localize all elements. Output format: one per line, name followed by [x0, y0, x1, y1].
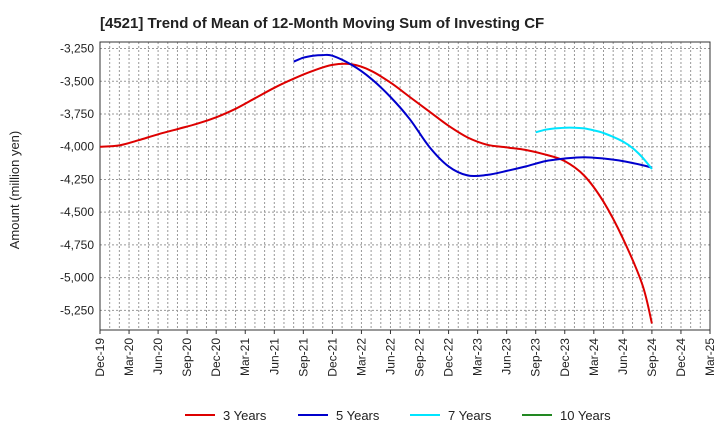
x-tick-label: Jun-20	[151, 338, 165, 375]
x-tick-label: Dec-22	[442, 338, 456, 377]
x-tick-label: Mar-22	[354, 338, 368, 376]
x-tick-label: Jun-23	[500, 338, 514, 375]
x-tick-label: Jun-24	[616, 338, 630, 375]
x-tick-label: Mar-23	[471, 338, 485, 376]
y-tick-label: -3,750	[60, 107, 94, 121]
x-tick-label: Dec-23	[558, 338, 572, 377]
x-tick-label: Mar-21	[238, 338, 252, 376]
legend-label-5-years: 5 Years	[336, 408, 380, 423]
series-line-5-years	[293, 53, 653, 178]
x-tick-label: Mar-25	[703, 338, 717, 376]
x-tick-label: Dec-19	[93, 338, 107, 377]
series-line-3-years	[99, 62, 653, 324]
y-axis-label: Amount (million yen)	[7, 131, 22, 250]
y-tick-label: -5,250	[60, 303, 94, 317]
legend-label-10-years: 10 Years	[560, 408, 611, 423]
y-tick-label: -3,500	[60, 74, 94, 88]
x-tick-label: Sep-22	[413, 338, 427, 377]
legend-label-3-years: 3 Years	[223, 408, 267, 423]
x-tick-label: Sep-20	[180, 338, 194, 377]
y-tick-label: -4,250	[60, 172, 94, 186]
y-tick-label: -4,750	[60, 238, 94, 252]
y-tick-label: -3,250	[60, 42, 94, 56]
x-tick-label: Jun-21	[267, 338, 281, 375]
y-tick-label: -5,000	[60, 271, 94, 285]
y-tick-label: -4,000	[60, 140, 94, 154]
x-tick-label: Mar-20	[122, 338, 136, 376]
x-tick-label: Sep-21	[296, 338, 310, 377]
series-line-7-years	[535, 126, 653, 170]
x-tick-label: Dec-20	[209, 338, 223, 377]
y-tick-label: -4,500	[60, 205, 94, 219]
x-tick-label: Dec-21	[325, 338, 339, 377]
legend: 3 Years 5 Years 7 Years 10 Years	[185, 408, 611, 423]
x-tick-label: Sep-24	[645, 338, 659, 377]
x-tick-label: Jun-22	[383, 338, 397, 375]
chart-title: [4521] Trend of Mean of 12-Month Moving …	[100, 15, 544, 32]
plot-area: -3,250 -3,500 -3,750 -4,000 -4,250 -4,500 -4,7…	[60, 41, 717, 377]
plot-frame	[99, 41, 711, 331]
x-tick-label: Dec-24	[674, 338, 688, 377]
plot-background	[100, 42, 710, 330]
x-tick-label: Sep-23	[529, 338, 543, 377]
legend-label-7-years: 7 Years	[448, 408, 492, 423]
x-tick-label: Mar-24	[587, 338, 601, 376]
